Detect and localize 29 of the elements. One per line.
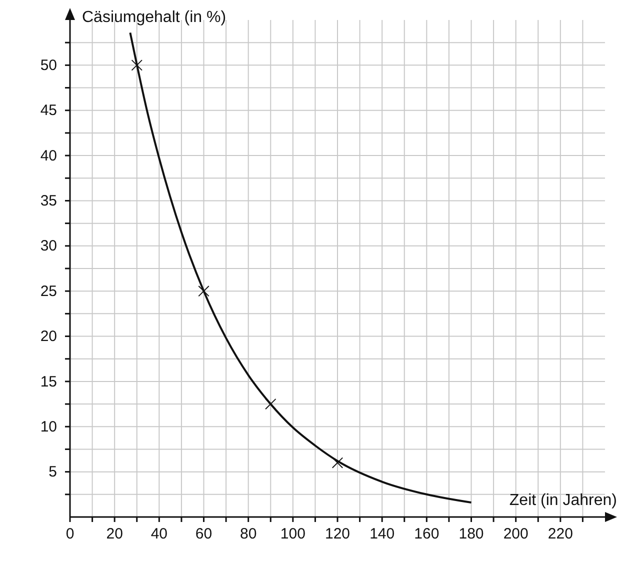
y-tick-label: 50 [40,56,57,74]
y-tick-label: 35 [40,192,57,210]
x-tick-label: 60 [195,526,212,543]
x-tick-label: 40 [150,526,168,543]
y-tick-label: 20 [40,328,57,346]
x-tick-label: 100 [280,526,306,543]
y-tick-label: 40 [40,147,57,164]
y-tick-label: 15 [40,373,57,390]
x-tick-label: 0 [66,526,74,543]
x-axis-title: Zeit (in Jahren) [509,492,617,509]
y-tick-label: 25 [40,282,57,300]
y-tick-label: 5 [48,464,57,481]
point [332,457,344,468]
y-tick-label: 10 [40,418,57,436]
x-tick-label: 200 [503,526,528,543]
x-tick-label: 220 [548,526,573,543]
point [265,398,276,410]
x-tick-label: 180 [458,526,484,543]
y-tick-label: 30 [40,238,57,255]
y-tick-label: 45 [40,102,57,120]
x-tick-label: 20 [106,526,123,543]
point [198,285,210,297]
line-series [129,32,472,504]
y-axis-title: Cäsiumgehalt (in %) [82,9,226,26]
x-tick-label: 80 [240,526,257,543]
x-tick-label: 120 [324,526,350,543]
point [131,60,142,71]
x-tick-label: 160 [414,526,440,543]
x-tick-label: 140 [370,526,395,543]
